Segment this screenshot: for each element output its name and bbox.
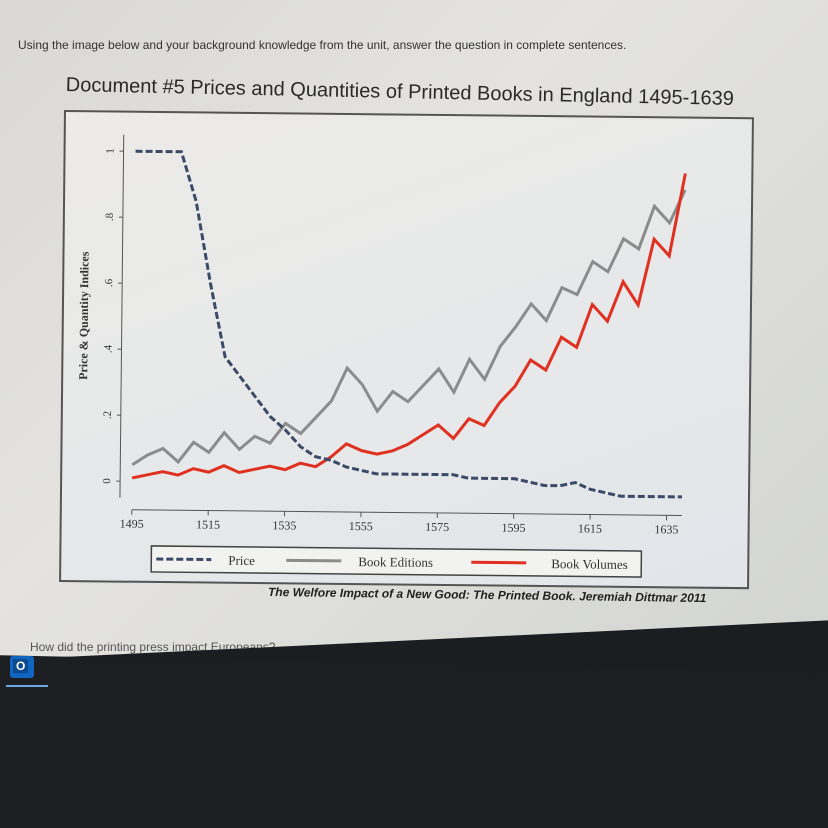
- chart-frame: 0 .2 .4 .6 .8 1 1495 1515 1535 1555 1575 1595 1615 16…: [59, 110, 754, 590]
- line-chart: 0 .2 .4 .6 .8 1 1495 1515 1535 1555 1575 1595 1615 16…: [76, 134, 687, 578]
- instruction-text: Using the image below and your backgroun…: [18, 38, 627, 52]
- legend-label: Price: [228, 553, 255, 568]
- x-tick-label: 1555: [349, 519, 373, 533]
- document-title: Document #5 Prices and Quantities of Pri…: [65, 74, 735, 110]
- x-tick-label: 1615: [578, 521, 602, 535]
- y-tick-label: .2: [102, 411, 114, 419]
- legend-swatch: [471, 560, 527, 565]
- y-axis: [119, 134, 125, 498]
- y-tick-label: .4: [102, 344, 114, 353]
- y-tick-label: .6: [103, 278, 115, 287]
- x-tick-label: 1515: [196, 517, 220, 531]
- legend-label: Book Editions: [358, 554, 433, 570]
- y-tick-label: .8: [104, 212, 116, 221]
- outlook-letter: O: [13, 659, 29, 673]
- outlook-icon[interactable]: O: [10, 656, 34, 678]
- x-tick-label: 1575: [425, 520, 449, 534]
- legend-box: [150, 545, 643, 578]
- legend-label: Book Volumes: [551, 556, 628, 572]
- y-tick-label: 0: [101, 478, 113, 484]
- series-line-book-editions: [131, 189, 687, 467]
- legend-swatch: [156, 557, 212, 562]
- taskbar: [0, 655, 828, 828]
- question-text: How did the printing press impact Europe…: [30, 640, 276, 654]
- legend-swatch: [286, 558, 342, 563]
- x-tick-label: 1595: [502, 521, 526, 535]
- active-app-indicator: [6, 685, 48, 687]
- web-page: Using the image below and your backgroun…: [0, 0, 828, 660]
- x-tick-label: 1495: [120, 517, 144, 531]
- series-line-book-volumes: [131, 173, 687, 480]
- x-tick-label: 1535: [272, 518, 296, 532]
- y-axis-label: Price & Quantity Indices: [76, 251, 91, 380]
- series-line-price: [135, 149, 682, 499]
- y-tick-label: 1: [105, 148, 117, 154]
- x-axis: [131, 509, 682, 516]
- x-tick-label: 1635: [654, 522, 678, 536]
